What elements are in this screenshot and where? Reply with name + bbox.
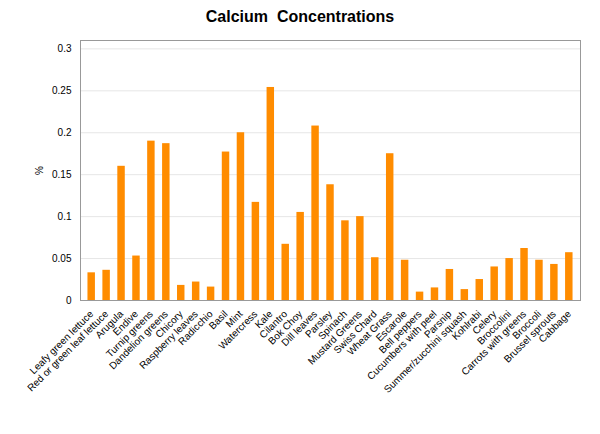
- svg-text:Arugula: Arugula: [93, 308, 126, 341]
- svg-text:Chicory: Chicory: [153, 308, 185, 340]
- svg-text:Radicchio: Radicchio: [175, 308, 215, 348]
- svg-text:Cilantro: Cilantro: [257, 308, 290, 341]
- svg-text:%: %: [34, 166, 45, 175]
- svg-text:0: 0: [66, 295, 72, 306]
- svg-text:Wheat Grass: Wheat Grass: [344, 308, 394, 358]
- svg-text:Bok Choy: Bok Choy: [265, 308, 305, 347]
- svg-text:Broccolini: Broccolini: [474, 308, 514, 347]
- svg-text:0.25: 0.25: [52, 85, 72, 96]
- svg-text:Dill leaves: Dill leaves: [279, 308, 320, 349]
- html-text:Calcium Concentrations: Calcium Concentrations: [205, 8, 395, 25]
- svg-text:Kohlrabi: Kohlrabi: [449, 308, 484, 342]
- svg-text:Basil: Basil: [206, 308, 230, 332]
- svg-text:Cucumbers with peel: Cucumbers with peel: [364, 308, 439, 382]
- svg-text:Leafy green lettuce: Leafy green lettuce: [27, 308, 95, 376]
- svg-text:Turnip greens: Turnip greens: [103, 308, 156, 360]
- svg-text:Endive: Endive: [110, 308, 141, 338]
- svg-text:Mustard Greens: Mustard Greens: [305, 308, 364, 367]
- svg-text:0.1: 0.1: [58, 211, 72, 222]
- svg-text:0.3: 0.3: [58, 43, 72, 54]
- svg-text:Mint: Mint: [223, 308, 245, 330]
- svg-text:Celery: Celery: [470, 308, 499, 337]
- svg-text:Broccoli: Broccoli: [510, 308, 544, 342]
- svg-text:Spinach: Spinach: [315, 308, 350, 342]
- svg-text:0.2: 0.2: [58, 127, 72, 138]
- svg-text:Escarole: Escarole: [373, 308, 409, 344]
- svg-text:Parsley: Parsley: [302, 308, 335, 340]
- svg-text:Watercress: Watercress: [216, 308, 259, 351]
- svg-text:Brussel sprouts: Brussel sprouts: [501, 308, 559, 365]
- svg-text:Raspberry leaves: Raspberry leaves: [137, 308, 200, 371]
- svg-text:Cabbage: Cabbage: [537, 308, 574, 345]
- svg-text:Parsnip: Parsnip: [421, 308, 454, 340]
- svg-text:Carrots with greens: Carrots with greens: [459, 308, 529, 378]
- svg-text:Kale: Kale: [252, 308, 275, 331]
- svg-text:Summer/zucchini squash: Summer/zucchini squash: [382, 308, 469, 395]
- svg-text:Red or green leaf lettuce: Red or green leaf lettuce: [25, 308, 111, 394]
- svg-text:Bell peppers: Bell peppers: [376, 308, 424, 356]
- svg-text:0.15: 0.15: [52, 169, 72, 180]
- svg-text:Swiss Chard: Swiss Chard: [331, 308, 379, 356]
- svg-text:0.05: 0.05: [52, 253, 72, 264]
- svg-text:Dandelion greens: Dandelion greens: [106, 308, 170, 372]
